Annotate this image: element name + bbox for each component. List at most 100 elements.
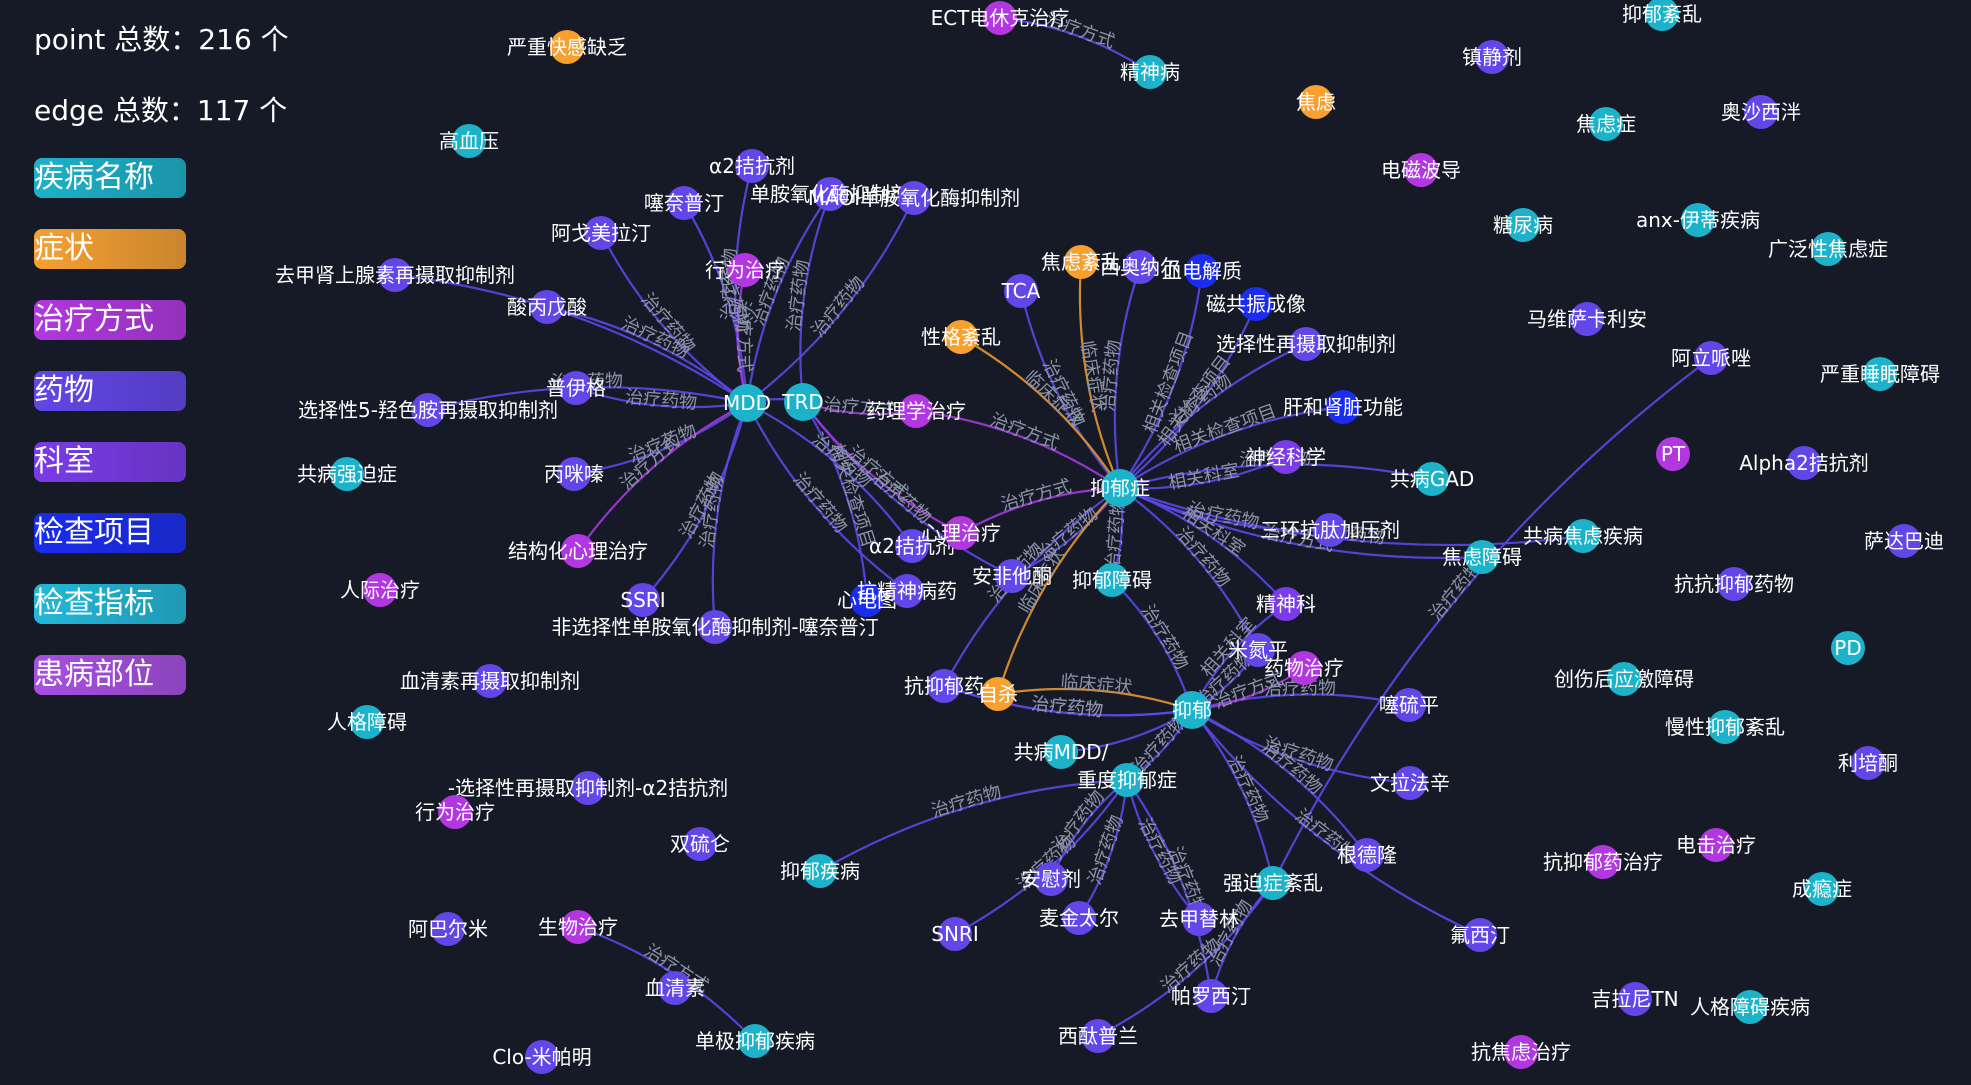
node-circle[interactable] bbox=[473, 664, 507, 698]
node-circle[interactable] bbox=[363, 573, 397, 607]
node-yzsmza[interactable]: 严重睡眠障碍 bbox=[1820, 357, 1940, 391]
node-kkyyyw[interactable]: 抗抗抑郁药物 bbox=[1674, 567, 1794, 601]
node-circle[interactable] bbox=[1708, 710, 1742, 744]
node-pyg[interactable]: 普伊格 bbox=[546, 371, 606, 405]
node-skyj[interactable]: 三环抗肽加压剂 bbox=[1260, 513, 1400, 547]
node-circle[interactable] bbox=[728, 384, 766, 422]
node-circle[interactable] bbox=[561, 534, 595, 568]
node-circle[interactable] bbox=[813, 177, 847, 211]
node-circle[interactable] bbox=[927, 669, 961, 703]
node-circle[interactable] bbox=[850, 583, 884, 617]
node-wlfx[interactable]: 文拉法辛 bbox=[1370, 766, 1450, 800]
node-tnb[interactable]: 糖尿病 bbox=[1493, 208, 1553, 242]
node-TRD[interactable]: TRD bbox=[781, 383, 824, 421]
node-ghszgn[interactable]: 肝和肾脏功能 bbox=[1283, 390, 1403, 424]
node-circle[interactable] bbox=[1811, 232, 1845, 266]
node-kyyy[interactable]: 抗抑郁药 bbox=[904, 669, 984, 703]
node-circle[interactable] bbox=[1699, 828, 1733, 862]
node-circle[interactable] bbox=[1194, 979, 1228, 1013]
node-circle[interactable] bbox=[1064, 245, 1098, 279]
node-qjs[interactable]: 去甲肾上腺素再摄取抑制剂 bbox=[275, 258, 515, 292]
node-circle[interactable] bbox=[1504, 1035, 1538, 1069]
node-circle[interactable] bbox=[1393, 766, 1427, 800]
node-clo[interactable]: Clo-米帕明 bbox=[492, 1040, 592, 1074]
node-circle[interactable] bbox=[452, 124, 486, 158]
node-gfxjlz[interactable]: 广泛性焦虑症 bbox=[1768, 232, 1888, 266]
node-circle[interactable] bbox=[1133, 55, 1167, 89]
node-yzkgqf[interactable]: 严重快感缺乏 bbox=[507, 30, 627, 64]
node-xzxzs[interactable]: 选择性再摄取抑制剂 bbox=[1216, 327, 1396, 361]
node-yllxzl[interactable]: 药理学治疗 bbox=[866, 394, 966, 428]
node-cshyj[interactable]: 创伤后应激障碍 bbox=[1554, 662, 1694, 696]
node-circle[interactable] bbox=[1269, 587, 1303, 621]
node-sbwx[interactable]: 酸丙戊酸 bbox=[507, 290, 587, 324]
node-xwzl[interactable]: 行为治疗 bbox=[705, 253, 785, 287]
node-circle[interactable] bbox=[1863, 357, 1897, 391]
node-circle[interactable] bbox=[1044, 735, 1078, 769]
node-anx[interactable]: anx-伊蒂疾病 bbox=[1636, 203, 1760, 237]
node-adj[interactable]: 安慰剂 bbox=[1021, 862, 1081, 896]
node-djzl[interactable]: 电击治疗 bbox=[1676, 828, 1756, 862]
node-SSRI[interactable]: SSRI bbox=[620, 583, 666, 617]
node-circle[interactable] bbox=[1269, 440, 1303, 474]
node-circle[interactable] bbox=[897, 181, 931, 215]
node-circle[interactable] bbox=[938, 917, 972, 951]
node-dcbd[interactable]: 电磁波导 bbox=[1381, 153, 1461, 187]
node-circle[interactable] bbox=[1465, 540, 1499, 574]
node-circle[interactable] bbox=[378, 258, 412, 292]
node-x5s[interactable]: 选择性5-羟色胺再摄取抑制剂 bbox=[298, 393, 558, 427]
node-gbGAD[interactable]: 共病GAD bbox=[1390, 462, 1475, 496]
node-mxyyzl[interactable]: 慢性抑郁紊乱 bbox=[1665, 710, 1785, 744]
node-yyzl_top[interactable]: 抑郁紊乱 bbox=[1622, 0, 1702, 31]
node-circle[interactable] bbox=[559, 371, 593, 405]
node-sjkx[interactable]: 神经科学 bbox=[1246, 440, 1326, 474]
node-fxz[interactable]: 非选择性单胺氧化酶抑制剂-噻奈普汀 bbox=[551, 610, 879, 644]
node-jlntn[interactable]: 吉拉尼TN bbox=[1591, 982, 1679, 1016]
node-xwzl2[interactable]: 行为治疗 bbox=[415, 795, 495, 829]
node-fxd[interactable]: 氟西汀 bbox=[1450, 918, 1510, 952]
node-circle[interactable] bbox=[1887, 524, 1921, 558]
node-xgwl[interactable]: 性格紊乱 bbox=[921, 320, 1001, 354]
node-cyz[interactable]: 成瘾症 bbox=[1792, 872, 1852, 906]
node-jlz[interactable]: 焦虑症 bbox=[1576, 107, 1636, 141]
node-jghxl[interactable]: 结构化心理治疗 bbox=[508, 534, 648, 568]
node-lpt[interactable]: 利培酮 bbox=[1838, 746, 1898, 780]
node-asxy[interactable]: 奥沙西泮 bbox=[1721, 95, 1801, 129]
node-qpzwl[interactable]: 强迫症紊乱 bbox=[1223, 866, 1323, 900]
node-circle[interactable] bbox=[1081, 1019, 1115, 1053]
node-jl[interactable]: 焦虑 bbox=[1296, 85, 1336, 119]
node-SNRI[interactable]: SNRI bbox=[931, 917, 979, 951]
node-circle[interactable] bbox=[1256, 866, 1290, 900]
node-slc[interactable]: 双硫仑 bbox=[670, 827, 730, 861]
node-circle[interactable] bbox=[1681, 203, 1715, 237]
node-snpt[interactable]: 噻奈普汀 bbox=[644, 186, 724, 220]
node-xdt[interactable]: 心电图 bbox=[837, 583, 897, 617]
node-circle[interactable] bbox=[944, 320, 978, 354]
node-sfp[interactable]: 噻硫平 bbox=[1379, 688, 1439, 722]
node-circle[interactable] bbox=[944, 516, 978, 550]
node-TCA[interactable]: TCA bbox=[1001, 274, 1041, 308]
node-dayhm[interactable]: 单胺氧化酶抑制剂 bbox=[750, 177, 910, 211]
node-rgzaj[interactable]: 人格障碍疾病 bbox=[1690, 990, 1810, 1024]
node-circle[interactable] bbox=[1313, 513, 1347, 547]
node-jsk[interactable]: 精神科 bbox=[1256, 587, 1316, 621]
node-a2b[interactable]: α2拮抗剂 bbox=[869, 529, 955, 563]
node-circle[interactable] bbox=[1586, 845, 1620, 879]
node-circle[interactable] bbox=[1656, 437, 1690, 471]
node-circle[interactable] bbox=[411, 393, 445, 427]
node-xanz[interactable]: 西奥纳尔 bbox=[1100, 250, 1180, 284]
node-circle[interactable] bbox=[330, 457, 364, 491]
node-gbjljb[interactable]: 共病焦虑疾病 bbox=[1523, 519, 1643, 553]
node-circle[interactable] bbox=[784, 383, 822, 421]
node-qjtl[interactable]: 去甲替林 bbox=[1159, 902, 1239, 936]
node-circle[interactable] bbox=[1570, 302, 1604, 336]
node-circle[interactable] bbox=[1101, 469, 1139, 507]
node-zjj[interactable]: 镇静剂 bbox=[1462, 40, 1522, 74]
node-circle[interactable] bbox=[1004, 274, 1038, 308]
node-circle[interactable] bbox=[1062, 901, 1096, 935]
node-circle[interactable] bbox=[735, 149, 769, 183]
node-circle[interactable] bbox=[890, 574, 924, 608]
node-zdyyz[interactable]: 重度抑郁症 bbox=[1077, 763, 1177, 797]
node-circle[interactable] bbox=[1392, 688, 1426, 722]
